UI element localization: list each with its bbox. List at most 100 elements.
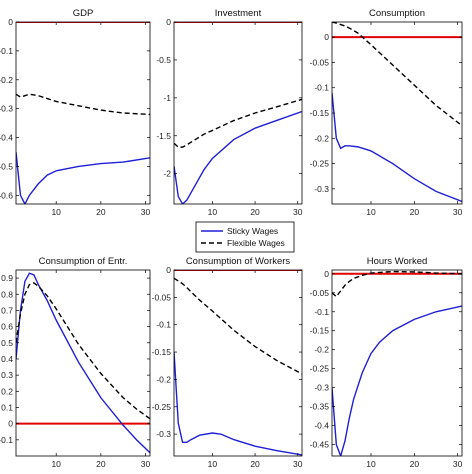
- panel-title: Consumption of Entr.: [39, 256, 128, 267]
- y-tick-label: 0: [166, 17, 171, 27]
- series-line-sticky: [16, 272, 150, 454]
- plot-frame: [331, 21, 463, 205]
- panel-5: Consumption of Workers 10 20 30 0 -0.05 -0.1 -0…: [152, 256, 303, 469]
- x-tick-label: 30: [141, 207, 151, 217]
- y-tick-label: -0.25: [310, 159, 330, 169]
- series-line-flexible: [332, 270, 462, 298]
- panel-6: Hours Worked 10 20 30 0 -0.05 -0.1 -0.15 -0.2 -0.…: [310, 256, 463, 469]
- x-tick-label: 20: [96, 207, 106, 217]
- y-tick-label: -0.15: [310, 108, 330, 118]
- plot-frame: [173, 269, 303, 457]
- y-tick-label: 0.6: [1, 322, 13, 332]
- x-tick-label: 30: [141, 459, 151, 469]
- x-tick-label: 10: [208, 459, 218, 469]
- y-tick-label: 0: [166, 265, 171, 275]
- x-tick-label: 10: [366, 207, 376, 217]
- y-tick-label: -1: [163, 93, 171, 103]
- y-tick-label: -0.05: [152, 292, 172, 302]
- y-tick-label: -0.3: [0, 104, 13, 114]
- x-tick-label: 20: [96, 459, 106, 469]
- series-line-sticky: [174, 352, 302, 456]
- x-tick-label: 30: [453, 207, 463, 217]
- y-tick-label: -0.35: [310, 402, 330, 412]
- x-tick-label: 10: [366, 459, 376, 469]
- y-tick-label: -0.1: [156, 320, 171, 330]
- y-tick-label: -0.2: [314, 345, 329, 355]
- y-tick-label: -0.05: [310, 288, 330, 298]
- panel-title: Hours Worked: [367, 256, 428, 267]
- panel-title: GDP: [73, 8, 94, 19]
- x-tick-label: 10: [51, 207, 61, 217]
- x-tick-label: 10: [208, 207, 218, 217]
- y-tick-label: -0.4: [314, 421, 329, 431]
- y-tick-label: 0.8: [1, 289, 13, 299]
- legend-label: Flexible Wages: [227, 238, 285, 248]
- panel-4: Consumption of Entr. 10 20 30 0.9 0.8 0.7 0.6 0.…: [0, 256, 151, 469]
- panel-title: Investment: [215, 8, 262, 19]
- y-tick-label: 0.1: [1, 402, 13, 412]
- y-tick-label: -0.15: [310, 326, 330, 336]
- series-line-flexible: [332, 22, 462, 127]
- y-tick-label: -0.15: [152, 347, 172, 357]
- panel-2: Investment 10 20 30 0 -0.5 -1 -1.5 -2: [156, 8, 302, 217]
- y-tick-label: -0.2: [314, 133, 329, 143]
- y-tick-label: 0.9: [1, 273, 13, 283]
- y-tick-label: -0.45: [310, 440, 330, 450]
- y-tick-label: -0.3: [314, 383, 329, 393]
- y-tick-label: -0.25: [310, 364, 330, 374]
- plot-frame: [173, 21, 303, 205]
- series-line-sticky: [332, 92, 462, 203]
- y-tick-label: -1.5: [156, 131, 171, 141]
- y-tick-label: -0.4: [0, 133, 13, 143]
- y-tick-label: 0: [324, 32, 329, 42]
- y-tick-label: -0.2: [156, 374, 171, 384]
- plot-frame: [331, 269, 463, 457]
- y-tick-label: -0.1: [0, 46, 13, 56]
- y-tick-label: 0.5: [1, 338, 13, 348]
- y-tick-label: 0.2: [1, 386, 13, 396]
- y-tick-label: 0.7: [1, 305, 13, 315]
- y-tick-label: -0.1: [314, 83, 329, 93]
- y-tick-label: -0.1: [0, 435, 13, 445]
- y-tick-label: 0.4: [1, 354, 13, 364]
- y-tick-label: -2: [163, 169, 171, 179]
- x-tick-label: 30: [293, 459, 303, 469]
- series-line-sticky: [174, 110, 302, 204]
- y-tick-label: -0.25: [152, 402, 172, 412]
- legend: Sticky Wages Flexible Wages: [195, 221, 295, 253]
- series-line-flexible: [16, 282, 150, 420]
- y-tick-label: 0: [324, 269, 329, 279]
- y-tick-label: -0.3: [314, 184, 329, 194]
- panel-1: GDP 10 20 30 0 -0.1 -0.2 -0.3 -0.4 -0.5 -0.6: [0, 8, 151, 217]
- panel-title: Consumption: [369, 8, 425, 19]
- y-tick-label: -0.3: [156, 429, 171, 439]
- plot-frame: [15, 21, 151, 205]
- y-tick-label: -0.5: [0, 161, 13, 171]
- x-tick-label: 30: [453, 459, 463, 469]
- series-line-flexible: [174, 98, 302, 148]
- y-tick-label: 0: [8, 419, 13, 429]
- x-tick-label: 20: [250, 207, 260, 217]
- panel-3: Consumption 10 20 30 0 -0.05 -0.1 -0.15 -0.2 -0.2…: [310, 8, 463, 217]
- series-line-flexible: [174, 277, 302, 375]
- panel-title: Consumption of Workers: [186, 256, 291, 267]
- x-tick-label: 10: [51, 459, 61, 469]
- x-tick-label: 20: [250, 459, 260, 469]
- x-tick-label: 20: [410, 459, 420, 469]
- y-tick-label: -0.1: [314, 307, 329, 317]
- y-tick-label: 0.3: [1, 370, 13, 380]
- y-tick-label: -0.2: [0, 75, 13, 85]
- y-tick-label: -0.05: [310, 57, 330, 67]
- y-tick-label: 0: [8, 17, 13, 27]
- series-line-sticky: [332, 305, 462, 456]
- x-tick-label: 20: [410, 207, 420, 217]
- plot-frame: [15, 269, 151, 457]
- y-tick-label: -0.5: [156, 55, 171, 65]
- series-line-sticky: [16, 151, 150, 204]
- x-tick-label: 30: [293, 207, 303, 217]
- y-tick-label: -0.6: [0, 190, 13, 200]
- legend-label: Sticky Wages: [227, 226, 278, 236]
- legend-box: [195, 221, 295, 253]
- series-line-flexible: [16, 93, 150, 116]
